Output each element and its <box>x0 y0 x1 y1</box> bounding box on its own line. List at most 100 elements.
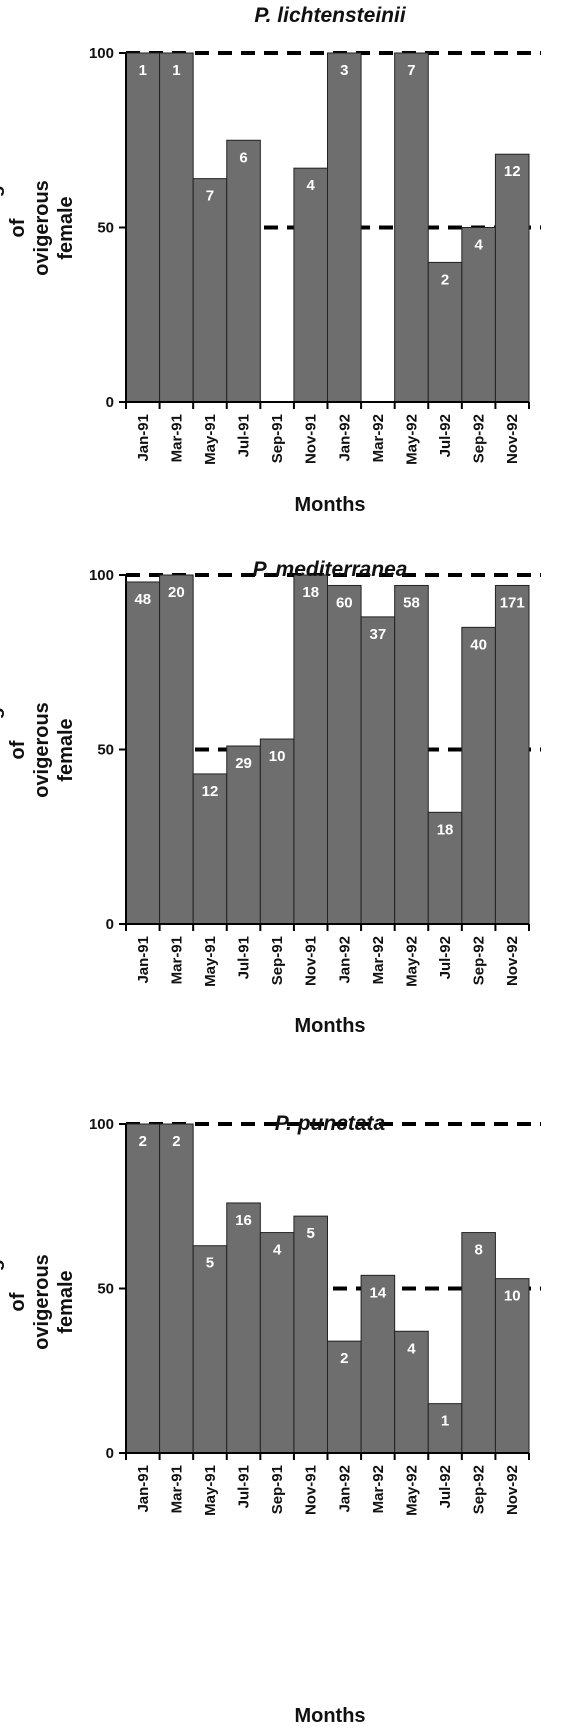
x-tick-label: Jul-92 <box>437 936 454 979</box>
bar-Nov-91 <box>293 1215 328 1454</box>
x-tick-label: Mar-91 <box>168 936 185 984</box>
x-tick-label: May-92 <box>403 936 420 987</box>
y-axis-label: Percentage of ovigerous female <box>0 1248 77 1356</box>
x-tick-label: Jan-92 <box>336 1465 353 1513</box>
bar-Nov-91 <box>293 574 328 925</box>
chart-title: P. punctata <box>274 1112 386 1135</box>
bar-Mar-91 <box>159 52 194 403</box>
data-label: 7 <box>407 62 415 79</box>
x-tick-label: Mar-91 <box>168 414 185 462</box>
y-tick-label: 50 <box>97 742 114 759</box>
chart-title: P. mediterranea <box>252 558 408 581</box>
x-tick-label: Nov-92 <box>504 936 521 986</box>
x-tick-label: Jul-92 <box>437 414 454 457</box>
y-tick-label: 100 <box>89 567 114 584</box>
x-tick-label: Sep-92 <box>471 414 488 463</box>
chart-plot: 48 20 12 29 10 18 60 37 58 18 40 171 0 50 100 Jan-91 Mar… <box>89 567 541 987</box>
bar-May-92 <box>394 584 429 925</box>
data-label: 10 <box>269 748 286 765</box>
bar-Jul-92 <box>427 811 463 925</box>
data-label: 5 <box>307 1225 315 1242</box>
data-label: 1 <box>441 1413 449 1430</box>
data-label: 1 <box>139 62 147 79</box>
data-label: 58 <box>403 594 420 611</box>
x-tick-label: Mar-92 <box>370 414 387 462</box>
y-tick-label: 50 <box>97 1281 114 1298</box>
y-tick-label: 0 <box>106 1445 114 1462</box>
bar-Jul-92 <box>427 261 463 403</box>
data-label: 20 <box>168 584 185 601</box>
data-label: 171 <box>500 594 525 611</box>
x-tick-label: Jan-91 <box>135 414 152 462</box>
x-tick-label: Jul-91 <box>236 414 253 457</box>
data-label: 1 <box>172 62 180 79</box>
x-tick-label: May-92 <box>403 1465 420 1516</box>
data-label: 2 <box>340 1350 348 1367</box>
bar-May-91 <box>192 1245 228 1454</box>
bar-Jan-92 <box>327 584 362 925</box>
data-label: 7 <box>206 188 214 205</box>
bar-Sep-92 <box>461 626 496 925</box>
data-label: 60 <box>336 594 353 611</box>
x-tick-label: Jan-92 <box>336 936 353 984</box>
x-tick-label: May-91 <box>202 936 219 987</box>
bar-Mar-91 <box>159 1123 194 1454</box>
data-label: 8 <box>474 1242 482 1259</box>
x-axis-label: Months <box>294 494 366 516</box>
x-tick-label: Sep-91 <box>269 936 286 985</box>
data-label: 4 <box>474 237 483 254</box>
x-tick-label: Jul-92 <box>437 1465 454 1508</box>
x-tick-label: Nov-91 <box>303 1465 320 1515</box>
bar-Sep-91 <box>259 738 295 925</box>
bar-Nov-91 <box>293 167 328 403</box>
x-tick-label: Jan-92 <box>336 414 353 462</box>
y-tick-label: 100 <box>89 1116 114 1133</box>
x-axis-label: Months <box>294 1705 366 1727</box>
y-tick-label: 50 <box>97 220 114 237</box>
bar-Sep-91 <box>259 1232 295 1454</box>
bar-Jul-92 <box>427 1403 463 1454</box>
x-tick-label: Jan-91 <box>135 1465 152 1513</box>
data-label: 18 <box>437 821 454 838</box>
bar-Nov-92 <box>494 1278 530 1454</box>
bar-Jul-91 <box>226 745 261 925</box>
x-tick-label: Nov-92 <box>504 1465 521 1515</box>
data-label: 5 <box>206 1255 214 1272</box>
data-label: 4 <box>307 177 316 194</box>
x-tick-label: Sep-92 <box>471 1465 488 1514</box>
data-label: 10 <box>504 1288 521 1305</box>
chart-panel-2: P. mediterranea Percentage of ovigerous … <box>0 558 587 1080</box>
data-label: 16 <box>235 1212 252 1229</box>
data-label: 37 <box>370 626 387 643</box>
data-label: 4 <box>273 1242 282 1259</box>
data-label: 2 <box>172 1133 180 1150</box>
y-tick-label: 0 <box>106 394 114 411</box>
x-tick-label: Nov-92 <box>504 414 521 464</box>
chart-panel-1: P. lichtensteinii Percentage of ovigerou… <box>0 0 587 522</box>
bar-Nov-92 <box>494 584 530 925</box>
x-tick-label: May-91 <box>202 414 219 465</box>
x-axis-label: Months <box>294 1015 366 1037</box>
x-tick-label: Mar-91 <box>168 1465 185 1513</box>
x-tick-label: Nov-91 <box>303 936 320 986</box>
data-label: 18 <box>302 584 319 601</box>
bar-Mar-92 <box>360 616 396 925</box>
x-tick-label: Jul-91 <box>236 936 253 979</box>
bar-Sep-92 <box>461 227 496 403</box>
x-tick-label: Mar-92 <box>370 1465 387 1513</box>
chart-title: P. lichtensteinii <box>254 4 406 27</box>
bar-May-92 <box>394 52 429 403</box>
data-label: 48 <box>134 591 151 608</box>
bar-Jan-91 <box>125 52 161 403</box>
bar-May-91 <box>192 178 228 403</box>
x-tick-label: Jan-91 <box>135 936 152 984</box>
data-label: 3 <box>340 62 348 79</box>
y-axis-label: Percentage of ovigerous female <box>0 174 77 282</box>
data-label: 2 <box>441 271 449 288</box>
x-tick-label: Mar-92 <box>370 936 387 984</box>
bar-Jul-91 <box>226 139 261 403</box>
data-label: 29 <box>235 755 252 772</box>
data-label: 12 <box>504 163 521 180</box>
x-tick-label: Nov-91 <box>303 414 320 464</box>
